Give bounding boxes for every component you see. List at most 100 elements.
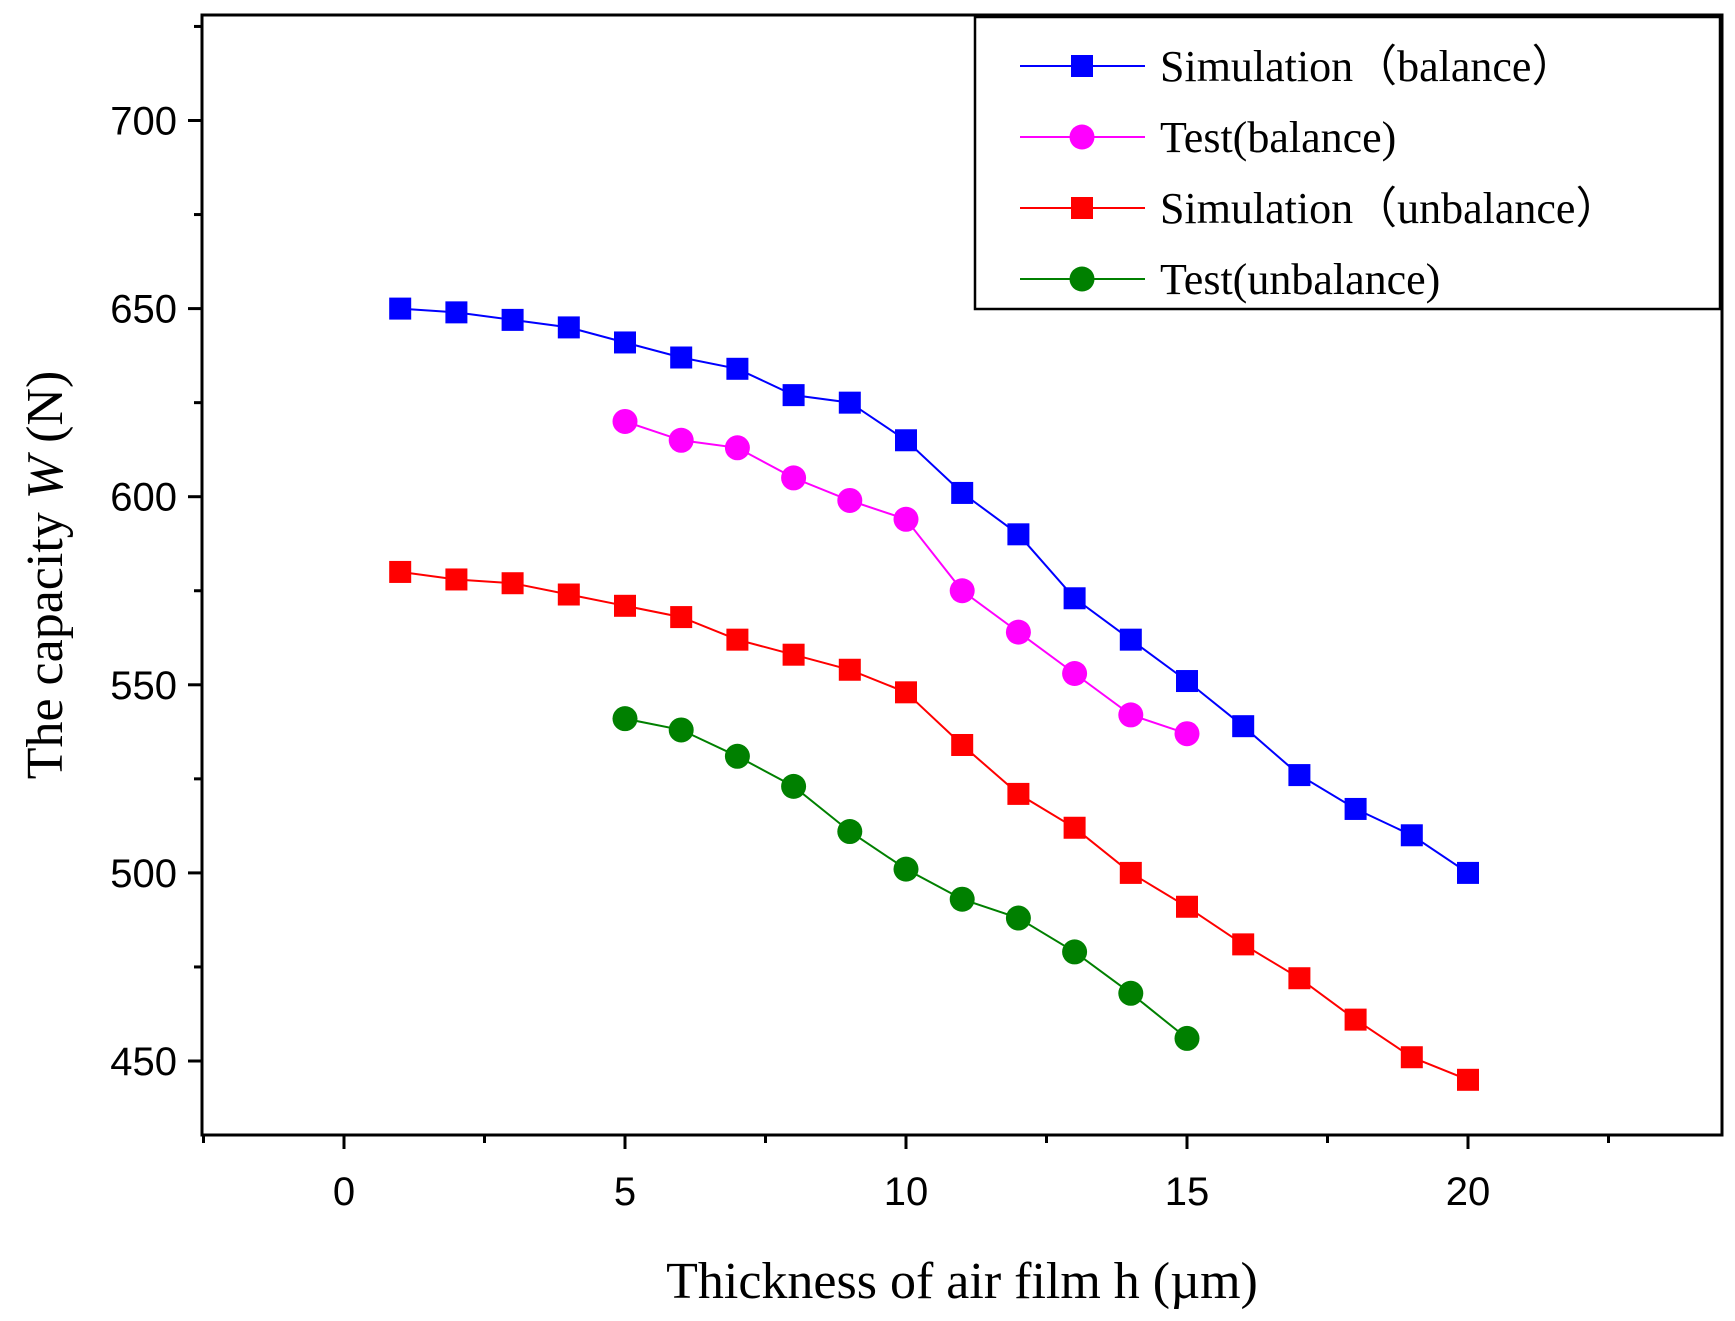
- data-point: [838, 391, 861, 414]
- y-tick-label: 450: [110, 1040, 177, 1084]
- series-0: [389, 297, 1479, 884]
- data-point: [668, 717, 694, 743]
- legend-entry: Test(unbalance): [1020, 255, 1440, 304]
- y-tick-label: 650: [110, 288, 177, 332]
- data-point: [1063, 816, 1086, 839]
- legend-entry: Simulation（unbalance）: [1020, 184, 1619, 233]
- data-point: [389, 560, 412, 583]
- data-point: [557, 583, 580, 606]
- data-point: [726, 628, 749, 651]
- data-point: [782, 643, 805, 666]
- x-tick-label: 0: [333, 1170, 355, 1214]
- legend-label: Simulation（unbalance）: [1160, 184, 1619, 233]
- data-point: [1344, 1008, 1367, 1031]
- data-point: [949, 578, 975, 604]
- data-point: [1400, 824, 1423, 847]
- x-tick-label: 20: [1446, 1170, 1491, 1214]
- data-point: [724, 435, 750, 461]
- data-point: [781, 465, 807, 491]
- data-point: [1118, 980, 1144, 1006]
- data-point: [501, 308, 524, 331]
- data-point: [1176, 895, 1198, 918]
- data-point: [895, 681, 917, 704]
- data-point: [1062, 661, 1088, 687]
- data-point: [781, 773, 807, 799]
- data-point: [1176, 670, 1198, 693]
- data-point: [893, 856, 919, 882]
- data-point: [1174, 1025, 1200, 1051]
- data-point: [782, 384, 805, 407]
- x-tick-label: 10: [884, 1170, 929, 1214]
- legend-entry: Test(balance): [1020, 113, 1396, 162]
- series-layer: [389, 297, 1479, 1091]
- legend-marker: [1069, 266, 1095, 292]
- y-tick-label: 700: [110, 100, 177, 144]
- data-point: [614, 594, 636, 617]
- data-point: [1288, 764, 1311, 787]
- y-tick-label: 600: [110, 476, 177, 520]
- legend-marker: [1069, 124, 1095, 150]
- data-point: [1400, 1046, 1423, 1069]
- y-tick-label: 550: [110, 664, 177, 708]
- legend-entry: Simulation（balance）: [1020, 42, 1575, 91]
- data-point: [668, 427, 694, 453]
- legend-entries: Simulation（balance） Test(balance) Simulati…: [1020, 42, 1619, 304]
- series-line: [400, 570, 1469, 1081]
- data-point: [1118, 702, 1144, 728]
- data-point: [1005, 619, 1031, 645]
- data-point: [895, 429, 917, 452]
- data-point: [445, 568, 468, 591]
- legend-marker: [1071, 197, 1093, 219]
- data-point: [612, 408, 638, 434]
- data-point: [1119, 861, 1142, 884]
- series-3: [612, 706, 1200, 1051]
- data-point: [1063, 587, 1086, 610]
- data-point: [557, 316, 580, 339]
- data-point: [1007, 782, 1030, 805]
- data-point: [1007, 523, 1030, 546]
- series-2: [389, 560, 1479, 1091]
- data-point: [501, 572, 524, 595]
- data-point: [1457, 1068, 1479, 1091]
- legend: Simulation（balance） Test(balance) Simulati…: [973, 15, 1722, 311]
- data-point: [837, 487, 863, 513]
- data-point: [1062, 939, 1088, 965]
- axis-ticks: 0 5 10 15 20 450 500 550 600 650 700: [110, 24, 1610, 1214]
- data-point: [726, 357, 749, 380]
- legend-label: Test(balance): [1160, 113, 1396, 162]
- legend-label: Test(unbalance): [1160, 255, 1440, 304]
- data-point: [951, 733, 974, 756]
- data-point: [951, 481, 974, 504]
- data-point: [838, 658, 861, 681]
- y-tick-label: 500: [110, 852, 177, 896]
- data-point: [1288, 967, 1311, 990]
- data-point: [670, 606, 693, 629]
- data-point: [724, 743, 750, 769]
- plot-frame: [200, 13, 1724, 1137]
- data-point: [1119, 628, 1142, 651]
- data-point: [1232, 715, 1255, 738]
- data-point: [1005, 905, 1031, 931]
- data-point: [445, 301, 468, 324]
- data-point: [1344, 797, 1367, 820]
- x-axis-title: Thickness of air film h (µm): [666, 1253, 1258, 1310]
- data-point: [614, 331, 636, 354]
- y-axis-title-prefix: The capacity: [17, 499, 74, 779]
- legend-label: Simulation（balance）: [1160, 42, 1575, 91]
- data-point: [1232, 933, 1255, 956]
- x-tick-label: 15: [1165, 1170, 1210, 1214]
- data-point: [389, 297, 412, 320]
- data-point: [893, 506, 919, 532]
- series-1: [612, 408, 1200, 747]
- data-point: [837, 819, 863, 845]
- data-point: [670, 346, 693, 369]
- x-tick-label: 5: [614, 1170, 636, 1214]
- legend-marker: [1071, 55, 1093, 77]
- y-axis-title: The capacity W (N): [17, 371, 74, 780]
- y-axis-title-var: W: [17, 451, 74, 499]
- y-axis-title-suffix: (N): [17, 371, 74, 456]
- data-point: [612, 706, 638, 732]
- data-point: [949, 886, 975, 912]
- data-point: [1457, 861, 1479, 884]
